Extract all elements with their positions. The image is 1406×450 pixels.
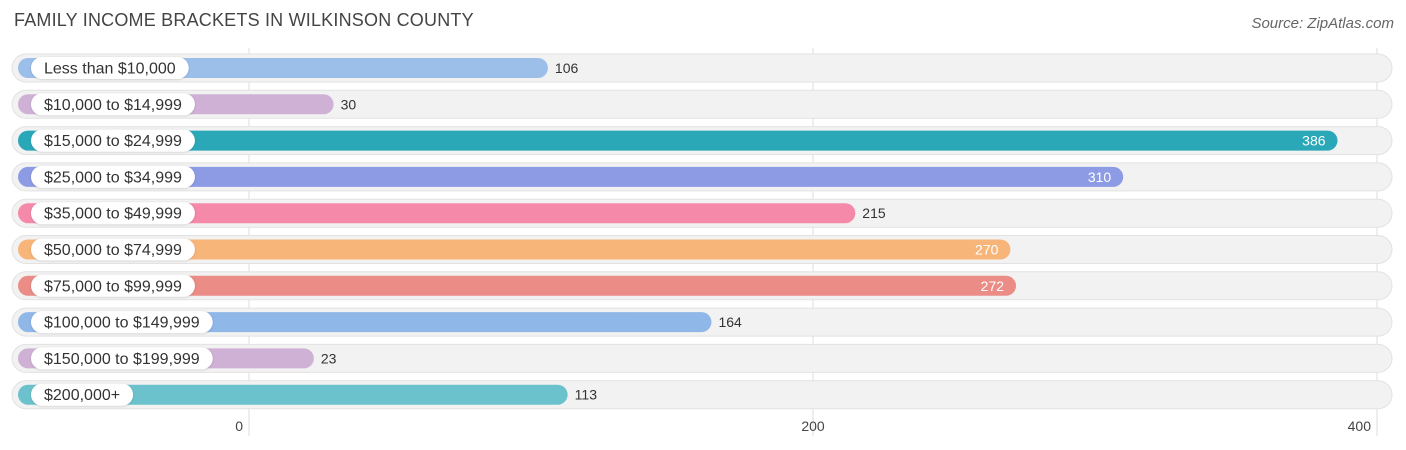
bar-row: $10,000 to $14,999 30 — [11, 89, 1393, 119]
bar — [18, 203, 856, 224]
category-label: $75,000 to $99,999 — [44, 278, 182, 295]
bar — [18, 130, 1338, 151]
x-axis-ticks: 0 200 400 — [235, 418, 1371, 434]
bar-row: $100,000 to $149,999 164 — [11, 307, 1393, 337]
category-label: Less than $10,000 — [44, 61, 176, 78]
x-tick-label: 200 — [801, 418, 825, 434]
bar-row: $150,000 to $199,999 23 — [11, 343, 1393, 373]
value-label: 270 — [975, 242, 999, 258]
bar-row: $50,000 to $74,999 270 — [11, 235, 1393, 264]
category-label-pill — [31, 57, 189, 79]
category-label: $35,000 to $49,999 — [44, 206, 182, 223]
bar — [18, 384, 568, 405]
category-label: $10,000 to $14,999 — [44, 97, 182, 114]
value-label: 215 — [862, 205, 886, 221]
bar-row: $35,000 to $49,999 215 — [11, 198, 1393, 228]
bar — [18, 166, 1124, 187]
value-label: 164 — [718, 314, 742, 330]
category-label-pill — [31, 347, 213, 370]
category-label: $200,000+ — [44, 387, 120, 404]
bar-row: $15,000 to $24,999 386 — [11, 126, 1393, 156]
bar-row: Less than $10,000 106 — [11, 53, 1393, 83]
category-label-pill — [31, 274, 195, 297]
value-label: 386 — [1302, 133, 1326, 149]
bar-row: $200,000+ 113 — [11, 380, 1393, 410]
category-label-pill — [31, 165, 195, 188]
category-label-pill — [31, 129, 195, 152]
category-label-pill — [31, 383, 134, 406]
value-label: 30 — [341, 96, 357, 112]
category-label: $150,000 to $199,999 — [44, 351, 200, 368]
x-tick-label: 400 — [1348, 418, 1372, 434]
value-label: 106 — [555, 60, 579, 76]
chart-source: Source: ZipAtlas.com — [1251, 15, 1394, 32]
category-label: $100,000 to $149,999 — [44, 315, 200, 332]
category-label-pill — [31, 311, 213, 334]
bar — [18, 239, 1011, 260]
value-label: 272 — [981, 278, 1005, 294]
bar — [18, 275, 1017, 296]
value-label: 113 — [575, 387, 598, 403]
category-label-pill — [31, 93, 195, 116]
chart-title: FAMILY INCOME BRACKETS IN WILKINSON COUN… — [14, 10, 474, 30]
category-label-pill — [31, 238, 195, 261]
rows-layer: Less than $10,000 106 $10,000 to $14,999 30… — [11, 53, 1393, 410]
category-label: $50,000 to $74,999 — [44, 242, 182, 259]
bar-track — [11, 89, 1393, 119]
x-tick-label: 0 — [235, 418, 243, 434]
bar-row: $25,000 to $34,999 310 — [11, 162, 1393, 192]
bar-row: $75,000 to $99,999 272 — [11, 271, 1393, 301]
category-label-pill — [31, 202, 195, 225]
category-label: $25,000 to $34,999 — [44, 169, 182, 186]
category-label: $15,000 to $24,999 — [44, 133, 182, 150]
bar-track — [11, 343, 1393, 373]
value-label: 23 — [321, 350, 337, 366]
value-label: 310 — [1088, 169, 1112, 185]
